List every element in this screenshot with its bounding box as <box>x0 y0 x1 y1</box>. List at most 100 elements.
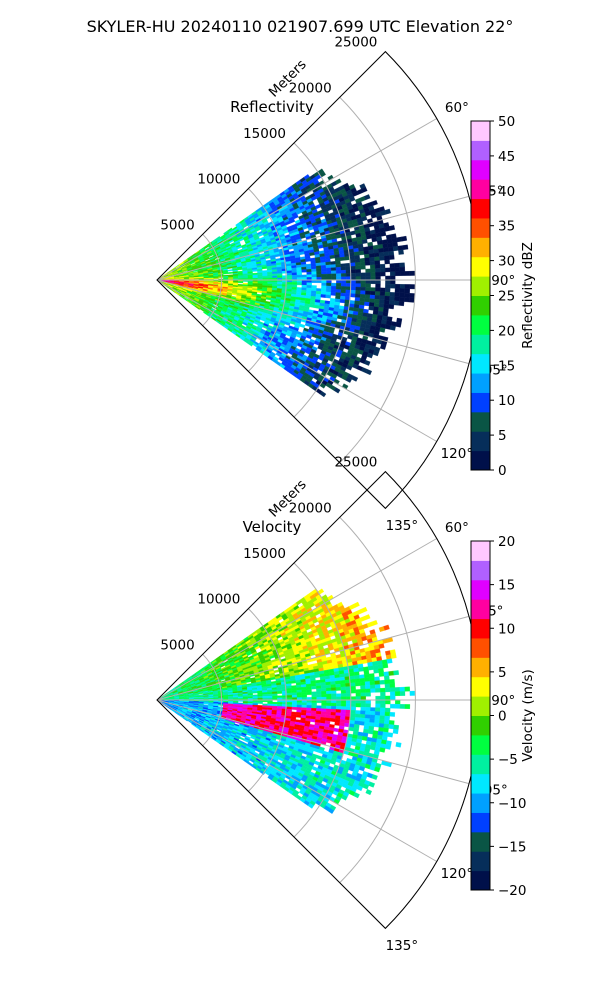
radar-cell <box>291 694 298 698</box>
radar-cell <box>198 281 204 283</box>
radar-cell <box>384 295 390 301</box>
radar-cell <box>370 276 376 281</box>
colorbar-swatch <box>471 314 490 335</box>
radar-cell <box>296 274 303 278</box>
radar-cell <box>390 695 396 701</box>
radar-cell <box>380 687 386 693</box>
radar-cell <box>369 680 376 686</box>
radar-cell <box>325 267 332 272</box>
radar-cell <box>340 292 346 297</box>
radar-cell <box>374 256 380 262</box>
radar-cell <box>325 264 332 269</box>
radar-cell <box>218 704 224 706</box>
radar-cell <box>354 254 360 260</box>
radar-cell <box>409 690 415 696</box>
radar-cell <box>267 693 273 697</box>
radar-cell <box>384 267 391 273</box>
radar-cell <box>384 255 390 261</box>
radar-cell <box>370 711 376 716</box>
radar-cell <box>355 272 362 277</box>
radar-cell <box>402 244 409 250</box>
radar-cell <box>267 695 273 699</box>
radar-cell <box>379 255 385 261</box>
radar-cell <box>311 685 317 690</box>
radar-cell <box>311 702 317 706</box>
radar-cell <box>326 285 332 290</box>
radar-cell <box>386 658 393 664</box>
radar-cell <box>379 327 386 333</box>
colorbar-swatch <box>471 121 490 141</box>
radar-cell <box>252 276 258 279</box>
colorbar-swatch <box>471 140 490 161</box>
radar-cell <box>360 283 366 288</box>
radar-cell <box>340 266 347 271</box>
r-tick-label: 25000 <box>334 35 377 51</box>
radar-cell <box>355 276 362 281</box>
radar-cell <box>301 704 307 709</box>
radar-cell <box>331 285 337 290</box>
colorbar-tick-label: 15 <box>498 358 515 374</box>
radar-cell <box>291 274 298 278</box>
radar-cell <box>370 272 376 277</box>
colorbar-swatch <box>471 373 490 393</box>
radar-cell <box>403 297 410 303</box>
colorbar-swatch <box>471 392 490 413</box>
radar-cell <box>389 292 396 297</box>
radar-cell <box>321 268 327 272</box>
radar-cell <box>336 702 342 707</box>
radar-cell <box>350 283 357 288</box>
colorbar-swatch <box>471 159 490 180</box>
radar-cell <box>398 301 405 307</box>
radar-cell <box>364 261 371 266</box>
radar-cell <box>326 282 332 287</box>
radar-cell <box>355 703 362 708</box>
radar-cell <box>369 714 376 720</box>
colorbar-label: Reflectivity dBZ <box>520 242 536 349</box>
radar-cell <box>355 283 362 288</box>
colorbar-swatch <box>471 353 490 374</box>
radar-cell <box>378 671 385 677</box>
radar-cell <box>389 683 396 688</box>
radar-cell <box>378 723 385 729</box>
radar-cell <box>368 249 375 255</box>
colorbar-swatch <box>471 276 490 296</box>
radar-field <box>158 588 415 814</box>
radar-cell <box>233 277 239 279</box>
radar-cell <box>311 268 317 273</box>
radar-cell <box>301 689 307 693</box>
radar-cell <box>360 685 366 690</box>
radar-cell <box>277 695 283 699</box>
radar-cell <box>257 701 263 704</box>
radar-cell <box>375 283 381 288</box>
radar-cell <box>330 261 336 265</box>
radar-cell <box>367 665 374 671</box>
radar-cell <box>349 679 356 684</box>
radar-cell <box>371 200 378 206</box>
radar-cell <box>385 699 391 705</box>
chart-panel-reflectivity: Reflectivity500010000150002000025000Mete… <box>156 35 536 534</box>
radar-cell <box>359 674 365 679</box>
radar-cell <box>287 275 293 278</box>
radar-cell <box>389 296 395 301</box>
radar-cell <box>360 692 366 697</box>
radar-cell <box>272 273 278 277</box>
colorbar-tick-label: 30 <box>498 254 515 270</box>
radar-cell <box>360 688 366 694</box>
chart-title: Reflectivity <box>230 98 314 116</box>
radar-cell <box>380 691 386 697</box>
radar-cell <box>359 678 366 683</box>
radar-cell <box>369 718 375 724</box>
radar-cell <box>350 709 356 715</box>
radar-cell <box>392 241 398 248</box>
radar-cell <box>374 711 381 716</box>
radar-cell <box>311 285 317 289</box>
radar-cell <box>350 289 356 295</box>
radar-cell <box>335 683 341 688</box>
radar-cell <box>360 272 366 277</box>
radar-cell <box>360 286 366 292</box>
radar-cell <box>331 690 337 695</box>
radar-cell <box>325 294 331 299</box>
radar-cell <box>398 249 404 255</box>
radar-cell <box>295 714 302 718</box>
radar-cell <box>355 265 361 270</box>
